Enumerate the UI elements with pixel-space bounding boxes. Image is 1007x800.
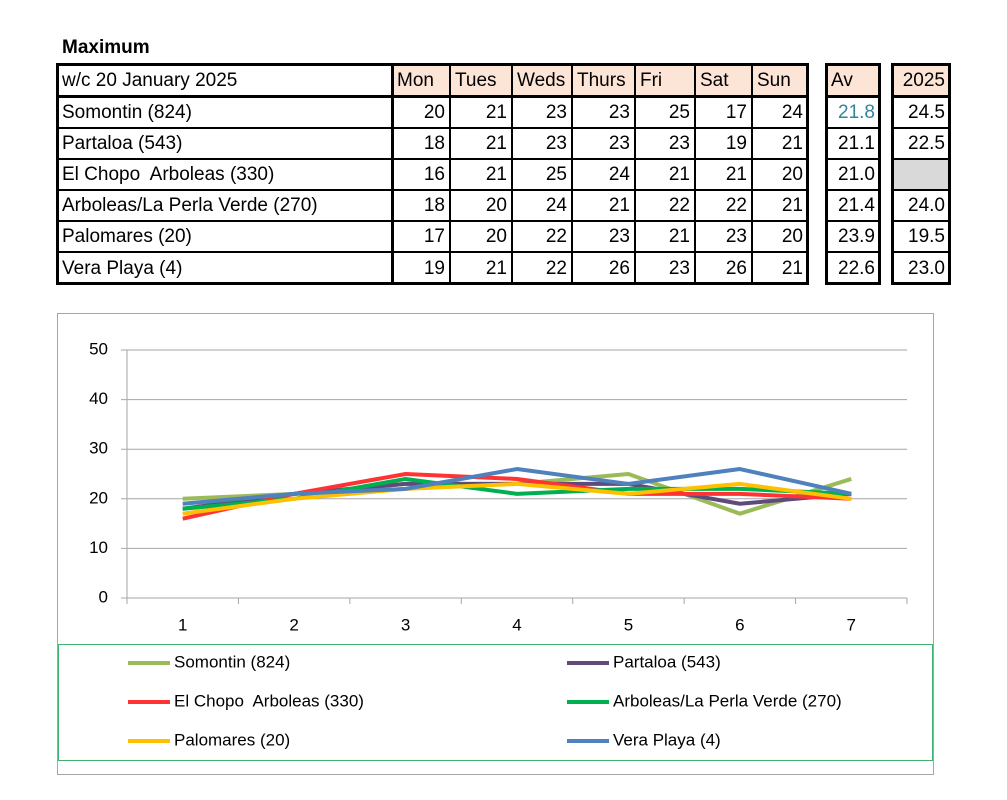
row-label: El Chopo Arboleas (330) <box>57 159 392 190</box>
value-cell: 21 <box>450 159 512 190</box>
x-tick-label: 3 <box>401 615 410 634</box>
heading: Maximum <box>62 37 150 58</box>
value-cell: 22 <box>635 190 695 221</box>
data-line <box>182 467 852 506</box>
value-cell: 23 <box>572 128 635 159</box>
header-cell: Av <box>826 64 880 97</box>
legend-label: Vera Playa (4) <box>613 730 721 749</box>
value-cell: 21 <box>635 221 695 252</box>
value-cell: 23 <box>512 128 572 159</box>
value-cell: 21 <box>635 159 695 190</box>
y-tick-label: 30 <box>89 439 108 458</box>
value-cell: 24 <box>572 159 635 190</box>
value-cell: 23 <box>635 128 695 159</box>
value-cell: 25 <box>512 159 572 190</box>
header-cell: Fri <box>635 64 695 97</box>
legend-label: Arboleas/La Perla Verde (270) <box>613 691 842 710</box>
x-tick-label: 7 <box>847 615 856 634</box>
header-cell: Tues <box>450 64 512 97</box>
x-tick-label: 1 <box>178 615 187 634</box>
value-cell: 22 <box>512 221 572 252</box>
value-cell: 21 <box>572 190 635 221</box>
x-tick-label: 2 <box>289 615 298 634</box>
x-tick-label: 5 <box>624 615 633 634</box>
y-tick-label: 10 <box>89 538 108 557</box>
header-cell: 2025 <box>892 64 950 97</box>
row-label: Arboleas/La Perla Verde (270) <box>57 190 392 221</box>
value-cell: 22 <box>695 190 752 221</box>
value-cell: 19 <box>695 128 752 159</box>
value-cell: 21 <box>695 159 752 190</box>
value-cell: 20 <box>450 221 512 252</box>
x-tick-label: 6 <box>735 615 744 634</box>
legend-label: Palomares (20) <box>174 730 290 749</box>
legend-label: El Chopo Arboleas (330) <box>174 691 364 710</box>
value-cell: 20 <box>450 190 512 221</box>
y-tick-label: 20 <box>89 488 108 507</box>
data-line <box>182 481 852 516</box>
header-cell: Sat <box>695 64 752 97</box>
value-cell: 24 <box>512 190 572 221</box>
legend-label: Partaloa (543) <box>613 652 721 671</box>
value-cell: 21 <box>450 128 512 159</box>
header-cell: Weds <box>512 64 572 97</box>
value-cell: 23 <box>572 221 635 252</box>
row-label: Partaloa (543) <box>57 128 392 159</box>
y-tick-label: 40 <box>89 389 108 408</box>
x-tick-label: 4 <box>512 615 521 634</box>
y-tick-label: 50 <box>89 339 108 358</box>
y-tick-label: 0 <box>99 587 108 606</box>
legend-label: Somontin (824) <box>174 652 290 671</box>
chart-frame <box>57 313 934 775</box>
value-cell: 23 <box>695 221 752 252</box>
header-cell: Thurs <box>572 64 635 97</box>
legend-frame <box>58 644 933 761</box>
